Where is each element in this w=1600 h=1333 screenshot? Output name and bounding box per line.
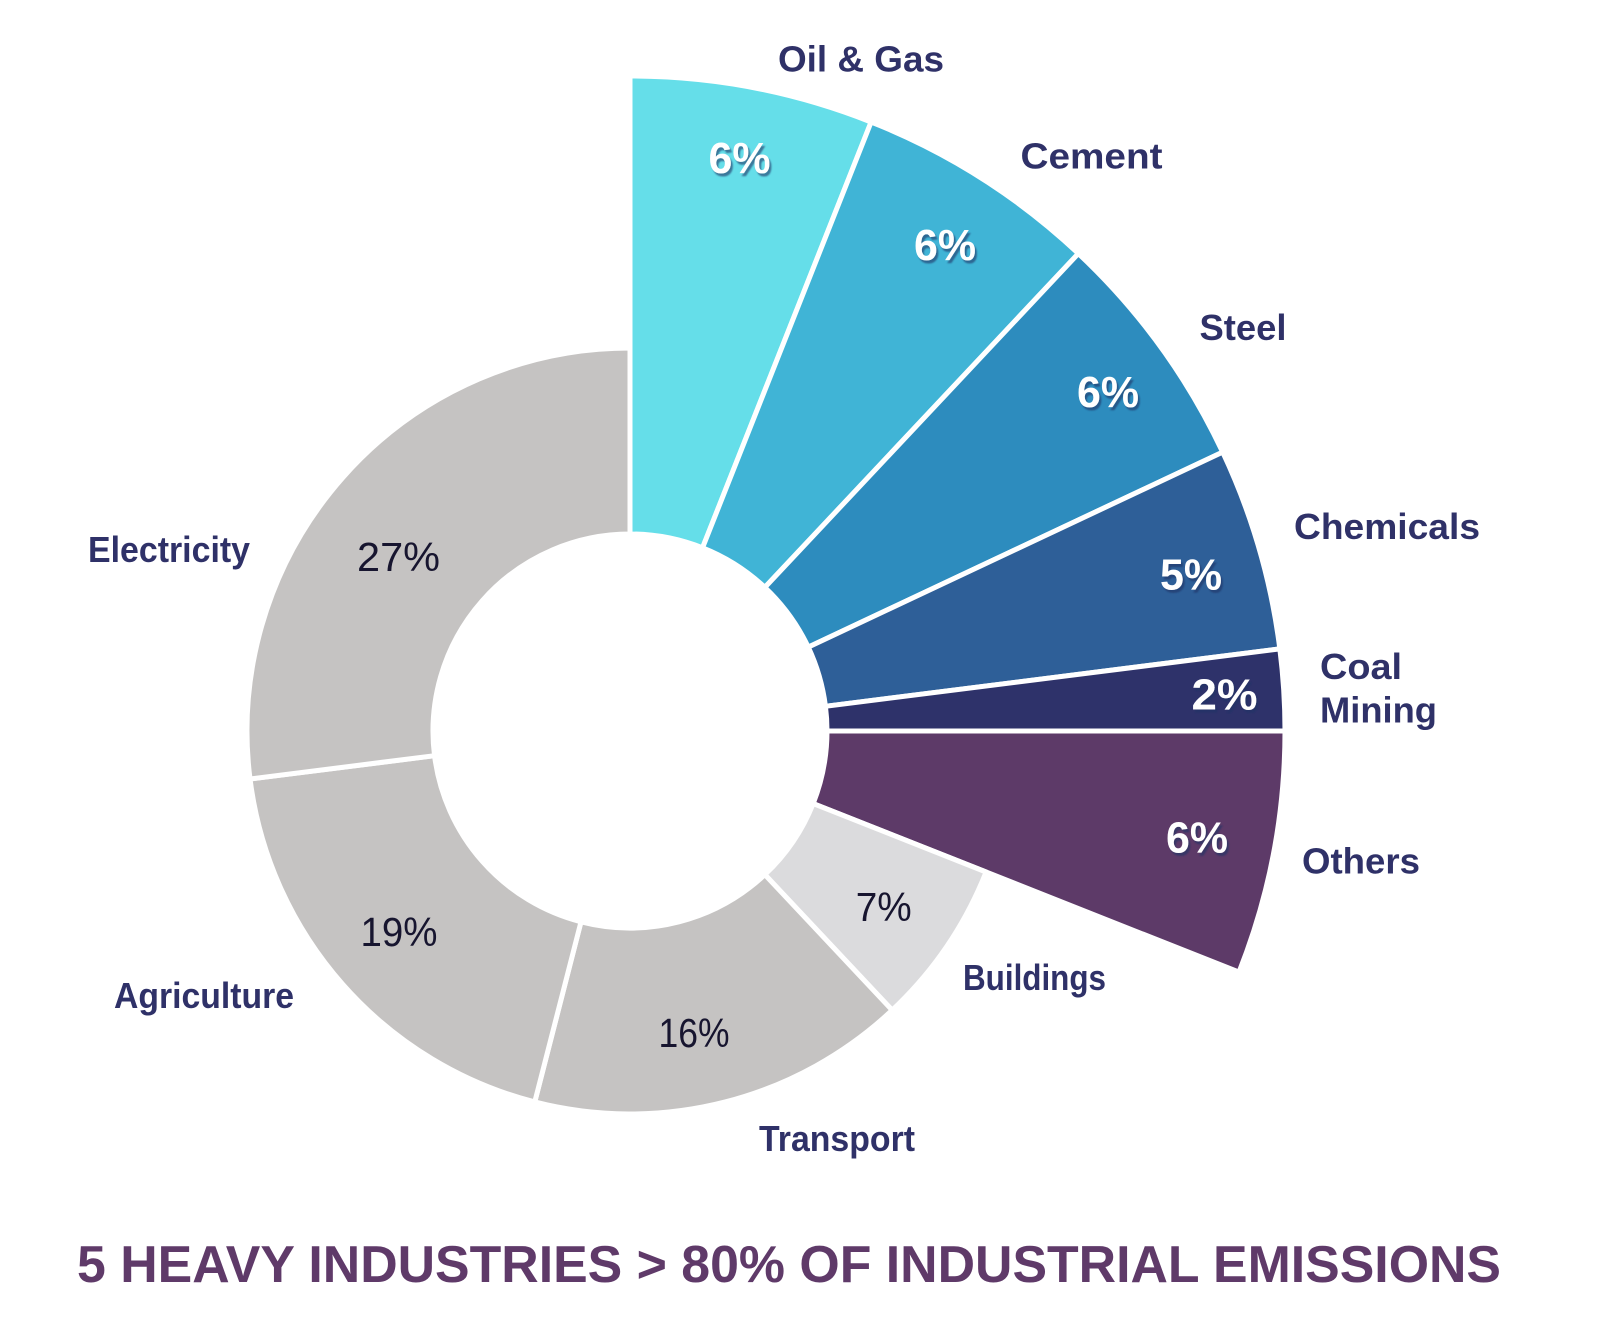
svg-text:19%: 19% <box>361 909 438 955</box>
svg-text:Oil & Gas: Oil & Gas <box>778 39 944 80</box>
svg-text:Cement: Cement <box>1021 136 1163 177</box>
svg-text:2%: 2% <box>1192 671 1258 720</box>
svg-text:Chemicals: Chemicals <box>1294 506 1480 547</box>
svg-text:7%: 7% <box>856 884 912 930</box>
svg-text:Coal: Coal <box>1320 646 1402 687</box>
svg-text:Agriculture: Agriculture <box>114 975 294 1016</box>
svg-text:Buildings: Buildings <box>963 957 1106 998</box>
svg-text:6%: 6% <box>709 134 771 183</box>
svg-text:Electricity: Electricity <box>88 529 250 570</box>
svg-text:Transport: Transport <box>759 1118 915 1159</box>
svg-text:6%: 6% <box>914 221 976 270</box>
svg-text:Others: Others <box>1302 841 1420 882</box>
svg-text:16%: 16% <box>659 1010 730 1056</box>
svg-text:5 HEAVY INDUSTRIES > 80% OF IN: 5 HEAVY INDUSTRIES > 80% OF INDUSTRIAL E… <box>77 1235 1501 1293</box>
svg-text:Steel: Steel <box>1200 307 1287 348</box>
svg-text:6%: 6% <box>1166 814 1228 863</box>
svg-text:5%: 5% <box>1160 551 1222 600</box>
svg-text:27%: 27% <box>357 534 440 580</box>
svg-text:Mining: Mining <box>1320 690 1437 731</box>
svg-text:6%: 6% <box>1077 368 1139 417</box>
